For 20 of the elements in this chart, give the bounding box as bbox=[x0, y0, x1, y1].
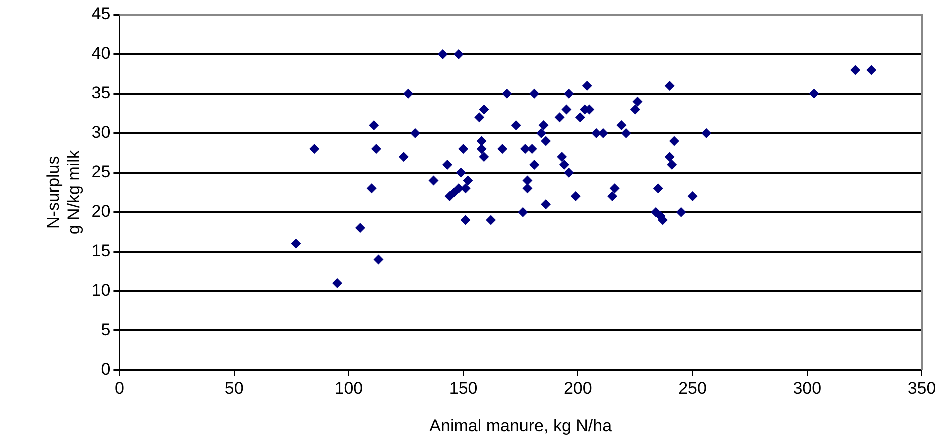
y-axis-title: N-surplus g N/kg milk bbox=[44, 150, 84, 235]
y-tick-label: 5 bbox=[101, 320, 111, 340]
x-tick-label: 150 bbox=[449, 379, 478, 398]
y-tick-label: 10 bbox=[92, 280, 111, 300]
y-tick-label: 20 bbox=[92, 202, 111, 222]
x-tick-label: 250 bbox=[678, 379, 707, 398]
x-tick-label: 350 bbox=[908, 379, 936, 398]
x-tick-label: 100 bbox=[334, 379, 364, 398]
x-tick-label: 300 bbox=[793, 379, 822, 398]
y-tick-label: 45 bbox=[92, 4, 111, 24]
y-tick-label: 30 bbox=[92, 123, 111, 142]
x-axis-title: Animal manure, kg N/ha bbox=[430, 416, 613, 436]
x-tick-label: 200 bbox=[564, 379, 592, 398]
x-tick-label: 50 bbox=[224, 379, 244, 398]
y-tick-label: 15 bbox=[92, 241, 111, 260]
y-tick-label: 25 bbox=[92, 162, 111, 182]
x-tick-label: 0 bbox=[114, 379, 124, 398]
y-tick-label: 40 bbox=[92, 44, 111, 64]
y-tick-label: 35 bbox=[92, 84, 111, 103]
y-tick-label: 0 bbox=[101, 360, 111, 379]
